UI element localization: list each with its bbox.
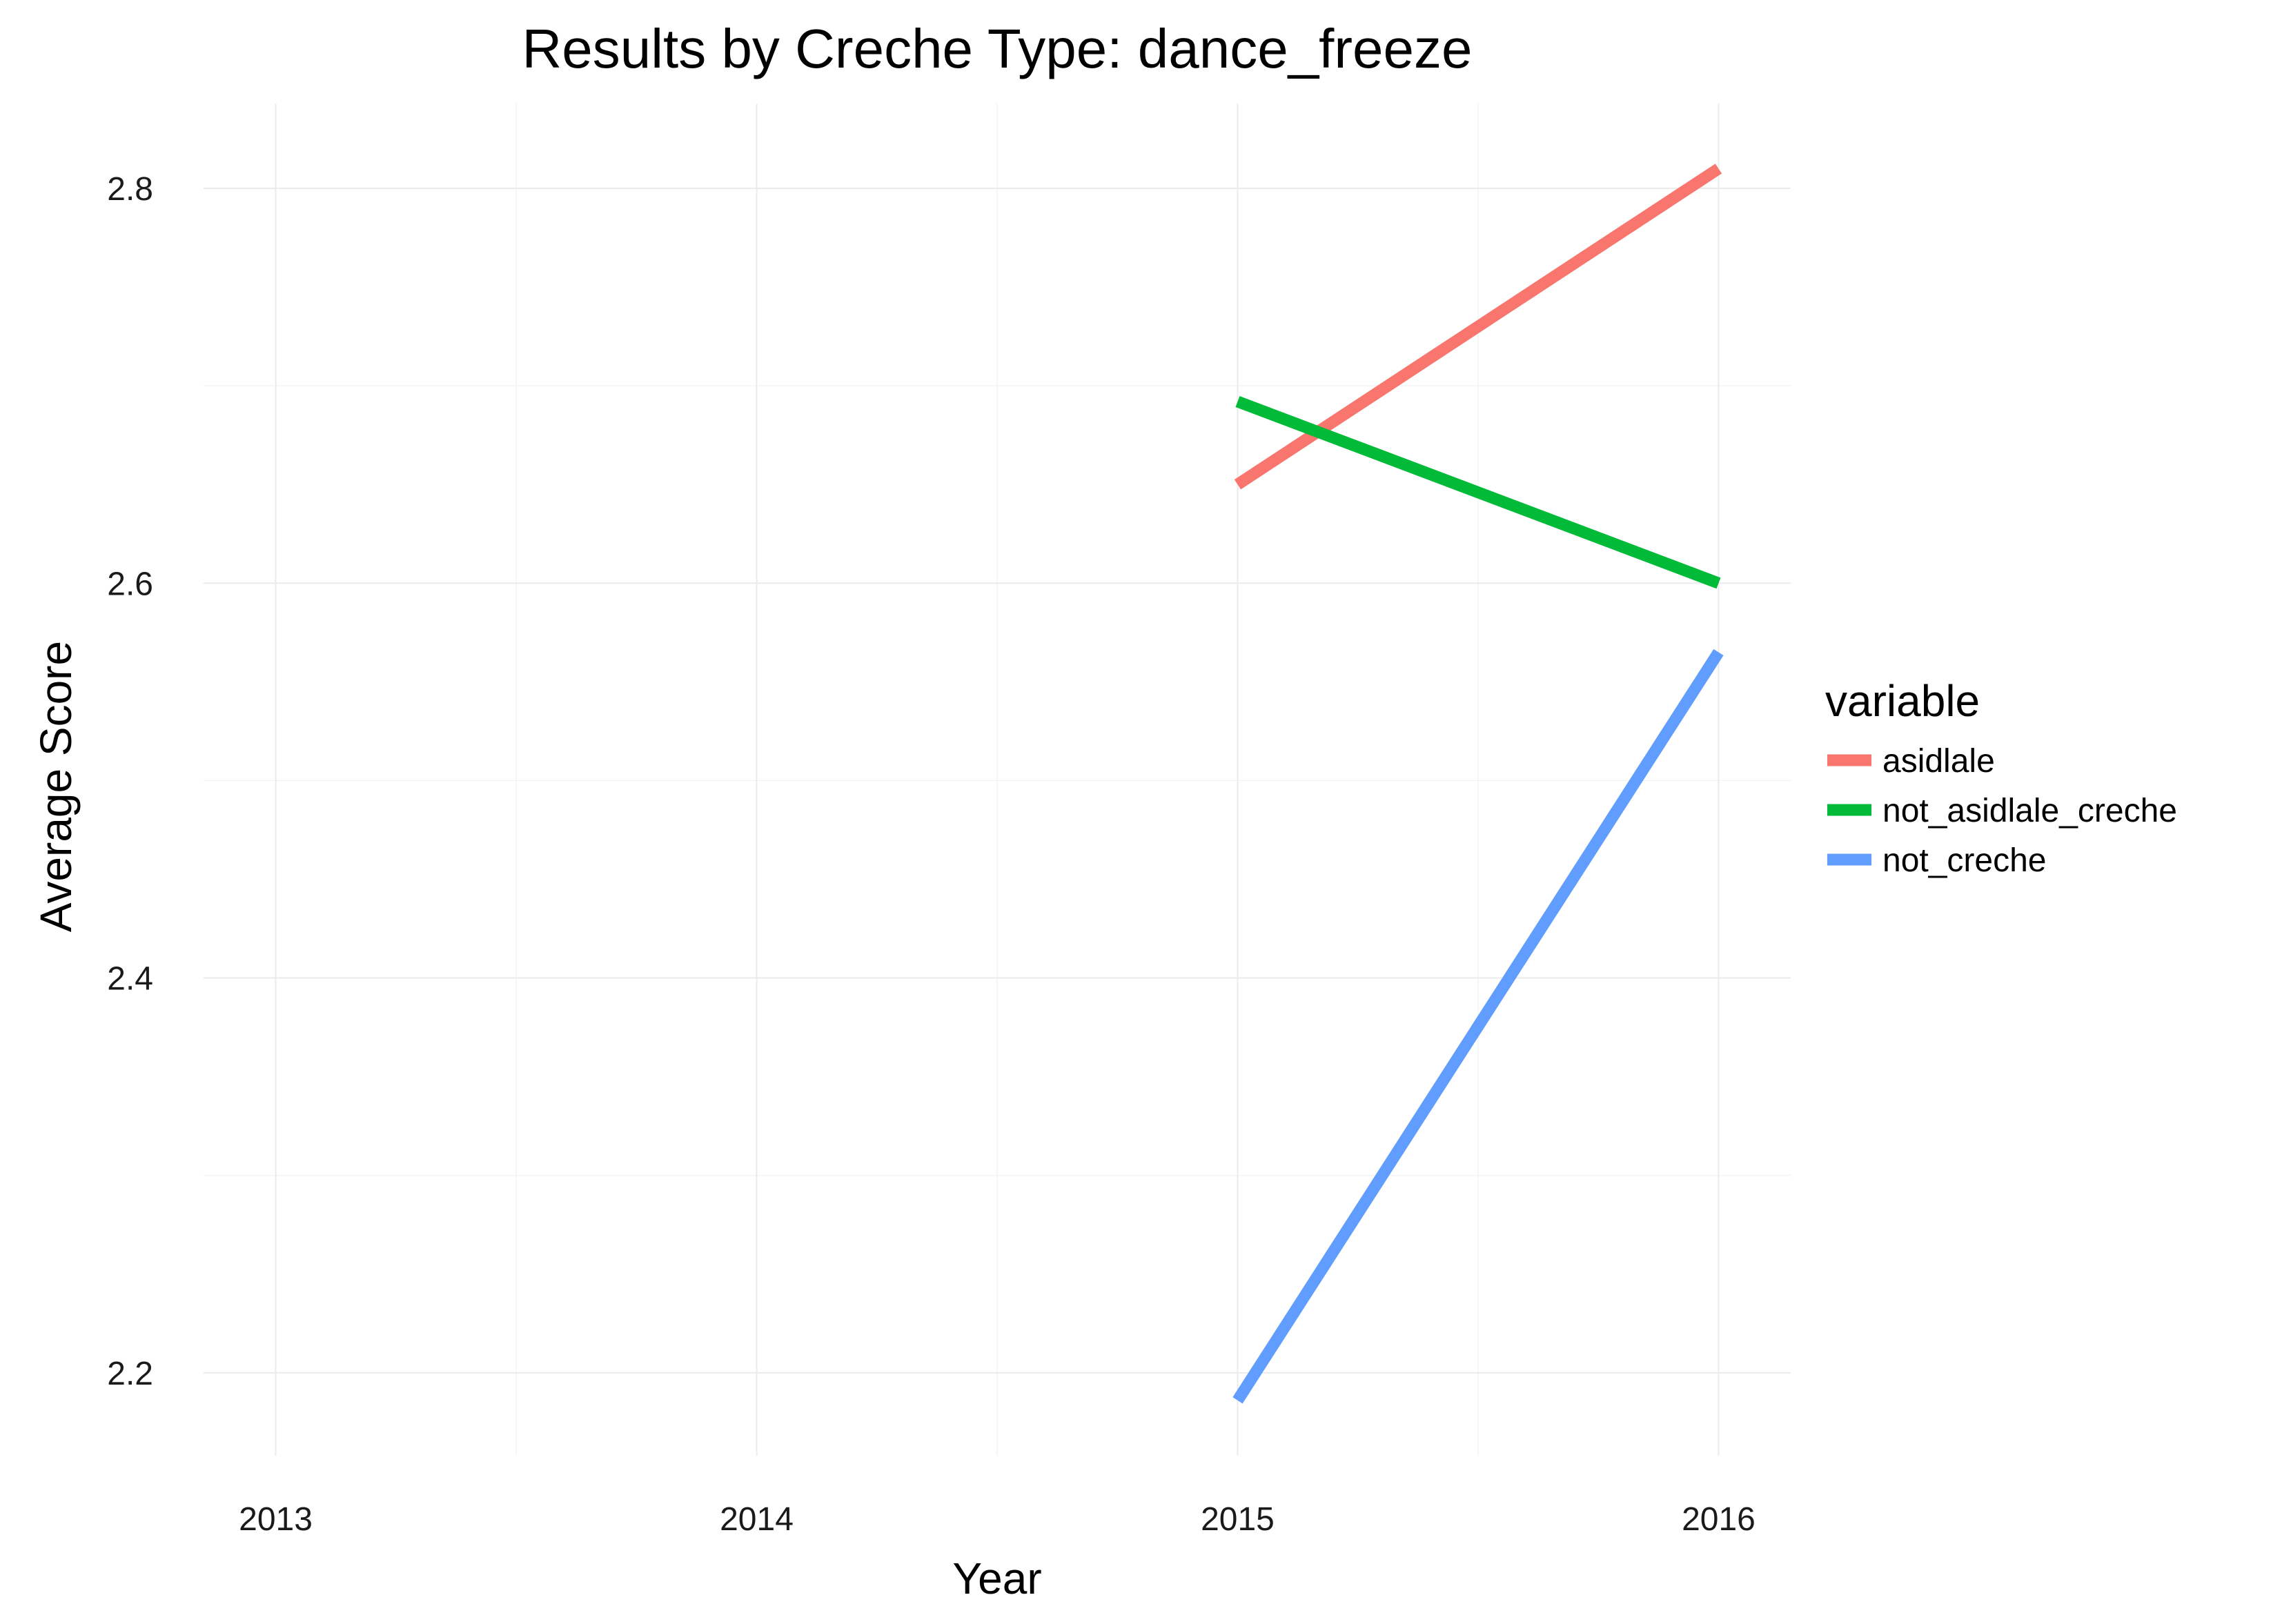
x-axis-ticks: 2013 2014 2015 2016 — [239, 1501, 1756, 1538]
y-axis-ticks: 2.2 2.4 2.6 2.8 — [107, 171, 153, 1392]
legend-label: not_creche — [1882, 842, 2047, 879]
series-lines — [1232, 164, 1724, 1404]
x-tick-label: 2016 — [1682, 1501, 1756, 1538]
series-line-not-creche — [1232, 648, 1724, 1404]
grid — [204, 103, 1791, 1456]
x-tick-label: 2014 — [720, 1501, 794, 1538]
y-tick-label: 2.4 — [107, 961, 153, 998]
chart-title: Results by Creche Type: dance_freeze — [522, 18, 1472, 79]
series-line-not-asidlale-creche — [1235, 396, 1721, 589]
x-axis-title: Year — [952, 1554, 1041, 1603]
y-tick-label: 2.8 — [107, 171, 153, 208]
legend: variable asidlale not_asidlale_creche not_… — [1825, 676, 2177, 879]
legend-label: not_asidlale_creche — [1882, 793, 2177, 829]
y-tick-label: 2.6 — [107, 566, 153, 602]
x-tick-label: 2015 — [1201, 1501, 1275, 1538]
legend-title: variable — [1825, 676, 1980, 726]
legend-label: asidlale — [1882, 743, 1995, 780]
y-tick-label: 2.2 — [107, 1356, 153, 1392]
x-tick-label: 2013 — [239, 1501, 313, 1538]
y-axis-title: Average Score — [31, 641, 81, 932]
